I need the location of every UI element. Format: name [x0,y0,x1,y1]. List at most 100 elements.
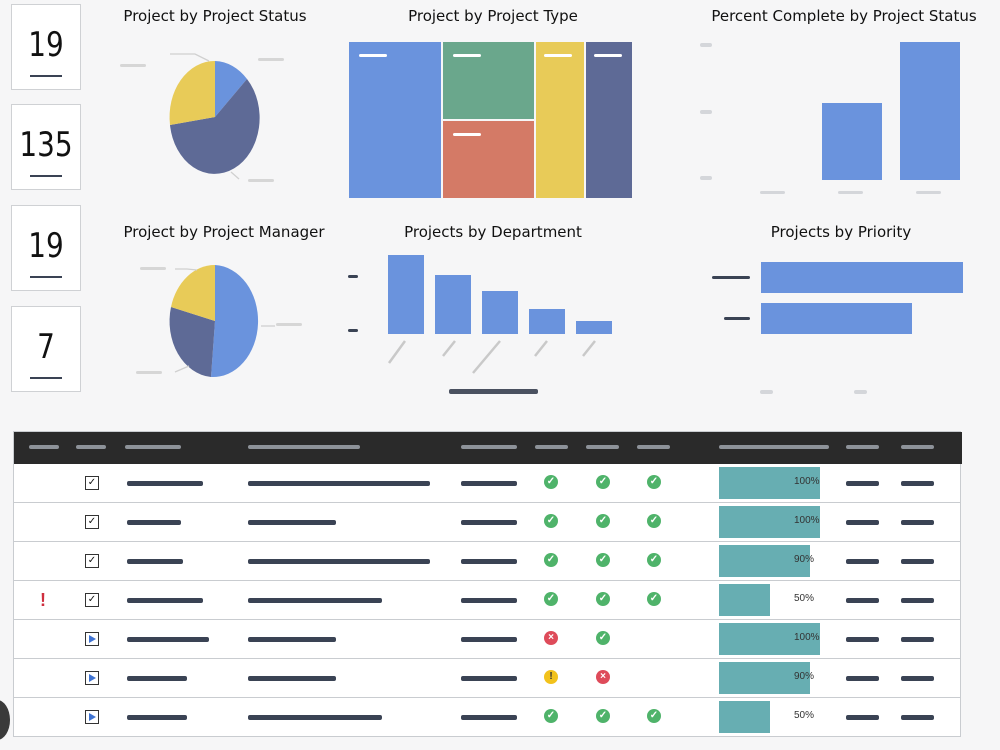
table-header [14,432,962,464]
pie-slice[interactable] [211,265,259,378]
play-icon[interactable] [85,632,99,646]
table-row[interactable]: ✓ ✓ ✓ ✓ 100% [14,464,960,503]
column-bar[interactable] [900,42,960,180]
project-description-placeholder [248,676,336,681]
column-bar[interactable] [482,291,518,334]
priority-bar[interactable] [761,303,912,334]
status-ok-icon: ✓ [647,709,661,723]
projects-table[interactable]: ✓ ✓ ✓ ✓ 100% ✓ ✓ ✓ ✓ 100% ✓ ✓ ✓ ✓ 90%! ✓ ✓ ✓ ✓ 50% × ✓ 100%! × 9… [13,431,962,737]
kpi-value: 7 [37,327,55,367]
table-row[interactable]: ✓ ✓ ✓ ✓ 90% [14,542,960,581]
table-row[interactable]: ✓ ✓ ✓ ✓ 100% [14,503,960,542]
header-placeholder[interactable] [29,445,59,449]
table-row[interactable]: × ✓ 100% [14,620,960,659]
treemap-tile[interactable] [536,42,584,198]
status-ok-icon: ✓ [544,553,558,567]
kpi-underline [30,75,62,77]
checkbox-icon[interactable]: ✓ [85,593,99,607]
axis-tick-placeholder [700,176,712,180]
progress-label: 90% [794,671,815,682]
header-placeholder[interactable] [535,445,568,449]
pie-slice[interactable] [169,60,215,125]
project-description-placeholder [248,598,382,603]
status-ok-icon: ✓ [596,631,610,645]
treemap-tile[interactable] [443,42,534,119]
table-row[interactable]: ! ✓ ✓ ✓ ✓ 50% [14,581,960,620]
pie-slice[interactable] [170,79,260,174]
checkbox-icon[interactable]: ✓ [85,476,99,490]
header-placeholder[interactable] [125,445,181,449]
label-placeholder [544,54,572,57]
kpi-underline [30,175,62,177]
pie-slice[interactable] [215,61,247,117]
date-placeholder [846,715,879,720]
header-placeholder[interactable] [586,445,619,449]
pie-slice[interactable] [169,307,215,377]
manager-placeholder [461,520,517,525]
pie-slice[interactable] [171,264,215,321]
date-placeholder [846,559,879,564]
table-row[interactable]: ! × 90% [14,659,960,698]
project-name-placeholder[interactable] [127,481,203,486]
project-name-placeholder[interactable] [127,520,181,525]
leader-line [175,268,198,271]
panel-title-project-manager: Project by Project Manager [123,223,325,241]
treemap-tile[interactable] [443,121,534,198]
table-row[interactable]: ✓ ✓ ✓ 50% [14,698,960,737]
kpi-card[interactable]: 19 [11,205,81,291]
play-icon[interactable] [85,671,99,685]
treemap-project-type[interactable] [349,42,632,198]
date-placeholder [901,520,934,525]
pie-chart-project-status[interactable] [150,50,280,190]
project-name-placeholder[interactable] [127,637,209,642]
column-bar[interactable] [388,255,424,334]
play-icon[interactable] [85,710,99,724]
progress-bar [719,701,770,733]
project-name-placeholder[interactable] [127,598,203,603]
label-placeholder [453,54,481,57]
project-name-placeholder[interactable] [127,715,187,720]
priority-bar[interactable] [761,262,963,293]
kpi-value: 19 [28,25,64,65]
treemap-tile[interactable] [586,42,632,198]
progress-bar [719,467,820,499]
project-name-placeholder[interactable] [127,559,183,564]
panel-title-project-type: Project by Project Type [408,7,578,25]
kpi-card[interactable]: 7 [11,306,81,392]
header-placeholder[interactable] [248,445,360,449]
column-bar[interactable] [822,103,882,180]
progress-label: 100% [794,515,820,526]
date-placeholder [901,715,934,720]
pie-chart-project-manager[interactable] [150,255,280,395]
header-placeholder[interactable] [719,445,829,449]
project-description-placeholder [248,559,430,564]
header-placeholder[interactable] [637,445,670,449]
treemap-tile[interactable] [349,42,441,198]
avatar[interactable] [0,700,10,740]
project-description-placeholder [248,481,430,486]
status-ok-icon: ✓ [544,475,558,489]
column-bar[interactable] [435,275,471,334]
column-bar[interactable] [576,321,612,334]
header-placeholder[interactable] [901,445,934,449]
checkbox-icon[interactable]: ✓ [85,554,99,568]
panel-title-department: Projects by Department [404,223,582,241]
header-placeholder[interactable] [846,445,879,449]
label-placeholder [594,54,622,57]
header-placeholder[interactable] [76,445,106,449]
progress-label: 100% [794,476,820,487]
panel-title-project-status: Project by Project Status [123,7,307,25]
column-bar[interactable] [529,309,565,334]
panel-title-priority: Projects by Priority [770,223,912,241]
status-ok-icon: ✓ [596,709,610,723]
category-labels [387,340,596,374]
axis-label-placeholder [760,191,785,194]
kpi-card[interactable]: 19 [11,4,81,90]
panel-title-percent-complete: Percent Complete by Project Status [711,7,977,25]
status-ok-icon: ✓ [647,553,661,567]
header-placeholder[interactable] [461,445,517,449]
checkbox-icon[interactable]: ✓ [85,515,99,529]
kpi-card[interactable]: 135 [11,104,81,190]
project-name-placeholder[interactable] [127,676,187,681]
leader-line [170,53,210,62]
